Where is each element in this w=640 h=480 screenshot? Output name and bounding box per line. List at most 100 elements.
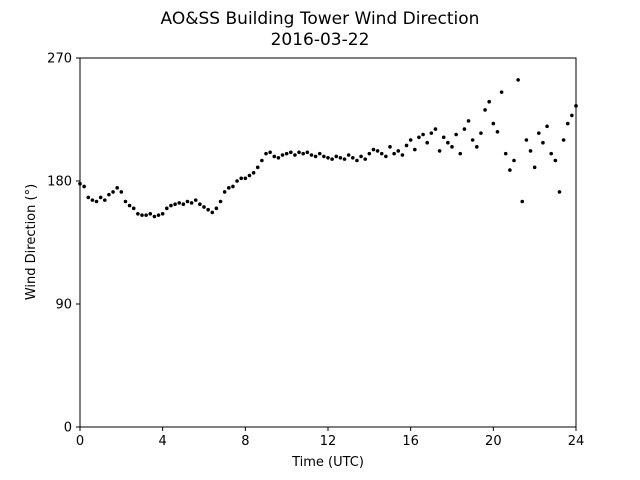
chart-title: AO&SS Building Tower Wind Direction [161, 9, 480, 29]
point [528, 149, 533, 153]
point [90, 198, 95, 202]
point [561, 138, 566, 142]
point [322, 154, 326, 159]
point [193, 198, 198, 202]
x-tick-label: 12 [320, 434, 337, 449]
point [227, 186, 231, 190]
plot-frame [79, 57, 577, 428]
point [404, 143, 409, 148]
point [545, 124, 549, 129]
point [82, 184, 86, 189]
point [417, 135, 421, 140]
x-tick-label: 20 [485, 434, 502, 449]
point [516, 78, 520, 82]
point [454, 132, 458, 137]
point [491, 121, 496, 126]
y-tick-label: 180 [47, 175, 72, 190]
point [247, 173, 252, 178]
point [413, 147, 417, 152]
point [367, 151, 372, 156]
chart-subtitle: 2016-03-22 [271, 30, 370, 50]
point [557, 190, 562, 194]
point [206, 207, 210, 212]
point [243, 176, 248, 181]
point [305, 150, 310, 155]
point [392, 151, 396, 156]
point [235, 179, 239, 183]
point [450, 145, 454, 149]
point [503, 151, 508, 156]
point [123, 199, 128, 204]
point [107, 192, 111, 197]
point [98, 195, 103, 200]
point [284, 151, 289, 156]
point [570, 113, 574, 118]
point [289, 150, 293, 155]
point [260, 158, 264, 163]
point [342, 157, 347, 161]
x-tick-label: 0 [76, 434, 84, 449]
point [140, 213, 144, 217]
point [198, 202, 202, 207]
point [487, 99, 492, 104]
point [346, 153, 351, 157]
point [475, 145, 479, 149]
point [441, 135, 446, 140]
point [524, 138, 529, 142]
x-tick-label: 8 [241, 434, 249, 449]
point [103, 198, 107, 202]
point [565, 121, 570, 126]
point [495, 130, 500, 134]
point [144, 213, 148, 217]
point [371, 147, 376, 152]
point [462, 127, 467, 131]
point [239, 176, 243, 181]
x-tick-label: 24 [568, 434, 585, 449]
point [86, 195, 91, 200]
point [396, 149, 401, 153]
point [330, 157, 334, 161]
point [210, 210, 215, 215]
point [326, 155, 330, 160]
point [338, 155, 343, 160]
point [363, 157, 368, 161]
point [375, 149, 380, 153]
point [541, 140, 545, 145]
y-tick-label: 270 [47, 52, 72, 67]
point [148, 212, 153, 216]
point [255, 165, 260, 170]
point [520, 199, 525, 204]
point [222, 190, 227, 194]
point [173, 202, 177, 207]
point [276, 155, 281, 160]
point [408, 138, 413, 142]
point [165, 206, 169, 211]
point [334, 154, 339, 159]
point [355, 158, 359, 163]
point [512, 158, 516, 163]
y-axis-label: Wind Direction (°) [24, 184, 39, 300]
point [429, 131, 434, 135]
point [437, 149, 442, 153]
point [264, 151, 268, 156]
point [532, 165, 537, 170]
point [119, 190, 124, 194]
point [185, 199, 190, 204]
point [309, 153, 314, 157]
point [317, 151, 322, 156]
point [231, 184, 235, 189]
point [301, 151, 306, 156]
y-tick-label: 90 [55, 298, 72, 313]
point [470, 138, 475, 142]
point [202, 205, 206, 209]
point [160, 212, 165, 216]
point [251, 171, 256, 175]
point [280, 153, 285, 157]
point [446, 140, 450, 145]
point [499, 90, 504, 94]
point [466, 119, 471, 123]
point [483, 108, 487, 112]
point [425, 140, 430, 145]
